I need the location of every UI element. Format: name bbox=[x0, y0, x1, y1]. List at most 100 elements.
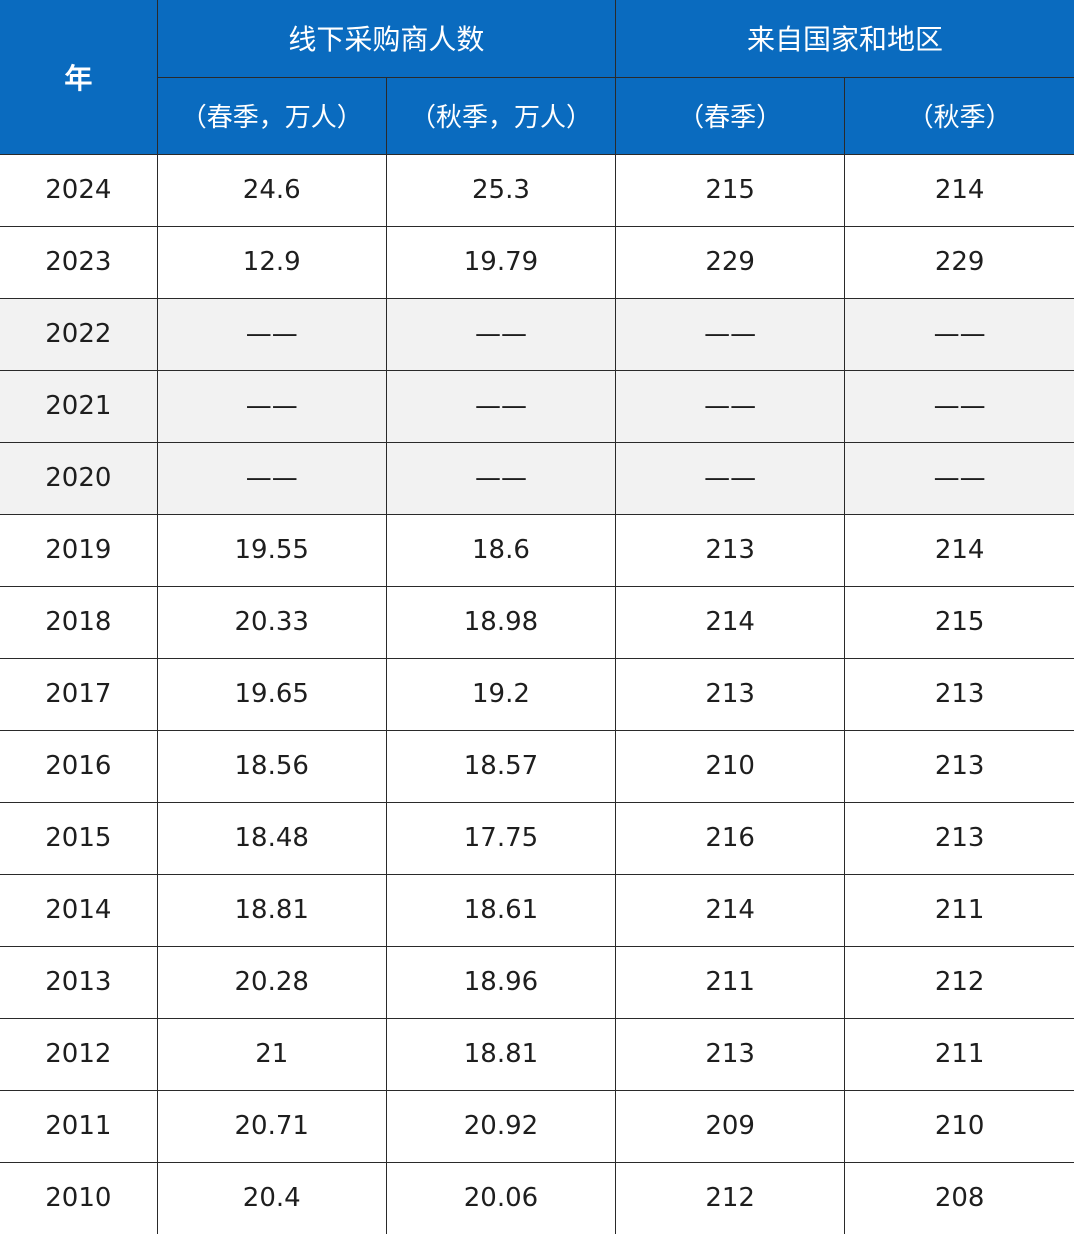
table-row: 2013 20.28 18.96 211 212 bbox=[0, 945, 1074, 1019]
year-column-header: 年 bbox=[0, 0, 158, 155]
buyers-autumn-cell: 18.57 bbox=[385, 729, 617, 803]
regions-spring-cell: —— bbox=[615, 369, 846, 443]
regions-autumn-cell: 214 bbox=[844, 513, 1074, 587]
year-cell: 2016 bbox=[0, 729, 158, 803]
buyers-spring-cell: 24.6 bbox=[156, 153, 387, 227]
buyers-autumn-cell: 18.98 bbox=[385, 585, 617, 659]
regions-autumn-cell: 212 bbox=[844, 945, 1074, 1019]
regions-spring-cell: 213 bbox=[615, 657, 846, 731]
buyers-autumn-cell: —— bbox=[385, 297, 617, 371]
table-row: 2014 18.81 18.61 214 211 bbox=[0, 873, 1074, 947]
regions-autumn-cell: 211 bbox=[844, 1017, 1074, 1091]
table-row: 2023 12.9 19.79 229 229 bbox=[0, 225, 1074, 299]
buyers-autumn-cell: 25.3 bbox=[385, 153, 617, 227]
year-cell: 2015 bbox=[0, 801, 158, 875]
regions-autumn-cell: 213 bbox=[844, 729, 1074, 803]
buyers-autumn-cell: 20.06 bbox=[385, 1161, 617, 1234]
table-header: 年 线下采购商人数 来自国家和地区 （春季，万人） （秋季，万人） （春季） （… bbox=[0, 0, 1074, 155]
regions-spring-cell: 213 bbox=[615, 513, 846, 587]
regions-autumn-header: （秋季） bbox=[844, 76, 1074, 155]
buyers-autumn-cell: 18.6 bbox=[385, 513, 617, 587]
regions-autumn-cell: 214 bbox=[844, 153, 1074, 227]
table-row: 2024 24.6 25.3 215 214 bbox=[0, 153, 1074, 227]
year-cell: 2024 bbox=[0, 153, 158, 227]
regions-spring-cell: 213 bbox=[615, 1017, 846, 1091]
table-row: 2022 —— —— —— —— bbox=[0, 297, 1074, 371]
regions-spring-cell: 214 bbox=[615, 585, 846, 659]
regions-spring-cell: 210 bbox=[615, 729, 846, 803]
year-cell: 2021 bbox=[0, 369, 158, 443]
table-row: 2012 21 18.81 213 211 bbox=[0, 1017, 1074, 1091]
buyers-autumn-cell: 20.92 bbox=[385, 1089, 617, 1163]
buyers-autumn-cell: 19.79 bbox=[385, 225, 617, 299]
table-row: 2011 20.71 20.92 209 210 bbox=[0, 1089, 1074, 1163]
buyers-autumn-cell: 19.2 bbox=[385, 657, 617, 731]
table-row: 2018 20.33 18.98 214 215 bbox=[0, 585, 1074, 659]
buyers-autumn-cell: 18.96 bbox=[385, 945, 617, 1019]
regions-group-header: 来自国家和地区 bbox=[615, 0, 1074, 78]
buyers-autumn-cell: 18.81 bbox=[385, 1017, 617, 1091]
buyers-spring-cell: —— bbox=[156, 369, 387, 443]
buyers-autumn-cell: —— bbox=[385, 369, 617, 443]
table-row: 2016 18.56 18.57 210 213 bbox=[0, 729, 1074, 803]
regions-spring-cell: —— bbox=[615, 297, 846, 371]
buyers-group-header: 线下采购商人数 bbox=[156, 0, 617, 78]
table-row: 2021 —— —— —— —— bbox=[0, 369, 1074, 443]
table-row: 2010 20.4 20.06 212 208 bbox=[0, 1161, 1074, 1234]
regions-autumn-cell: 213 bbox=[844, 657, 1074, 731]
buyers-spring-cell: 21 bbox=[156, 1017, 387, 1091]
buyers-spring-cell: 20.71 bbox=[156, 1089, 387, 1163]
regions-spring-cell: 209 bbox=[615, 1089, 846, 1163]
year-cell: 2011 bbox=[0, 1089, 158, 1163]
buyers-spring-cell: 20.33 bbox=[156, 585, 387, 659]
buyers-spring-cell: —— bbox=[156, 297, 387, 371]
table-row: 2017 19.65 19.2 213 213 bbox=[0, 657, 1074, 731]
regions-spring-header: （春季） bbox=[615, 76, 846, 155]
regions-autumn-cell: 213 bbox=[844, 801, 1074, 875]
regions-spring-cell: 211 bbox=[615, 945, 846, 1019]
year-cell: 2013 bbox=[0, 945, 158, 1019]
buyers-spring-cell: 18.56 bbox=[156, 729, 387, 803]
year-cell: 2018 bbox=[0, 585, 158, 659]
regions-autumn-cell: 210 bbox=[844, 1089, 1074, 1163]
buyers-spring-cell: 20.4 bbox=[156, 1161, 387, 1234]
table-row: 2019 19.55 18.6 213 214 bbox=[0, 513, 1074, 587]
year-cell: 2022 bbox=[0, 297, 158, 371]
table-row: 2020 —— —— —— —— bbox=[0, 441, 1074, 515]
buyers-spring-header: （春季，万人） bbox=[156, 76, 387, 155]
buyers-spring-cell: 18.48 bbox=[156, 801, 387, 875]
regions-spring-cell: 212 bbox=[615, 1161, 846, 1234]
regions-autumn-cell: —— bbox=[844, 369, 1074, 443]
table-row: 2015 18.48 17.75 216 213 bbox=[0, 801, 1074, 875]
regions-autumn-cell: —— bbox=[844, 297, 1074, 371]
year-cell: 2017 bbox=[0, 657, 158, 731]
buyers-spring-cell: 20.28 bbox=[156, 945, 387, 1019]
year-cell: 2019 bbox=[0, 513, 158, 587]
buyers-autumn-header: （秋季，万人） bbox=[385, 76, 617, 155]
regions-spring-cell: 216 bbox=[615, 801, 846, 875]
year-cell: 2010 bbox=[0, 1161, 158, 1234]
buyers-spring-cell: 18.81 bbox=[156, 873, 387, 947]
buyers-autumn-cell: —— bbox=[385, 441, 617, 515]
buyers-spring-cell: 19.65 bbox=[156, 657, 387, 731]
year-cell: 2020 bbox=[0, 441, 158, 515]
regions-autumn-cell: 229 bbox=[844, 225, 1074, 299]
regions-autumn-cell: —— bbox=[844, 441, 1074, 515]
buyers-spring-cell: 12.9 bbox=[156, 225, 387, 299]
buyers-spring-cell: —— bbox=[156, 441, 387, 515]
regions-spring-cell: —— bbox=[615, 441, 846, 515]
buyers-autumn-cell: 18.61 bbox=[385, 873, 617, 947]
buyers-spring-cell: 19.55 bbox=[156, 513, 387, 587]
regions-autumn-cell: 208 bbox=[844, 1161, 1074, 1234]
year-cell: 2012 bbox=[0, 1017, 158, 1091]
regions-spring-cell: 229 bbox=[615, 225, 846, 299]
regions-spring-cell: 215 bbox=[615, 153, 846, 227]
year-cell: 2023 bbox=[0, 225, 158, 299]
year-cell: 2014 bbox=[0, 873, 158, 947]
buyers-autumn-cell: 17.75 bbox=[385, 801, 617, 875]
regions-autumn-cell: 215 bbox=[844, 585, 1074, 659]
table-body: 2024 24.6 25.3 215 214 2023 12.9 19.79 229 229 202… bbox=[0, 153, 1074, 1234]
regions-spring-cell: 214 bbox=[615, 873, 846, 947]
regions-autumn-cell: 211 bbox=[844, 873, 1074, 947]
